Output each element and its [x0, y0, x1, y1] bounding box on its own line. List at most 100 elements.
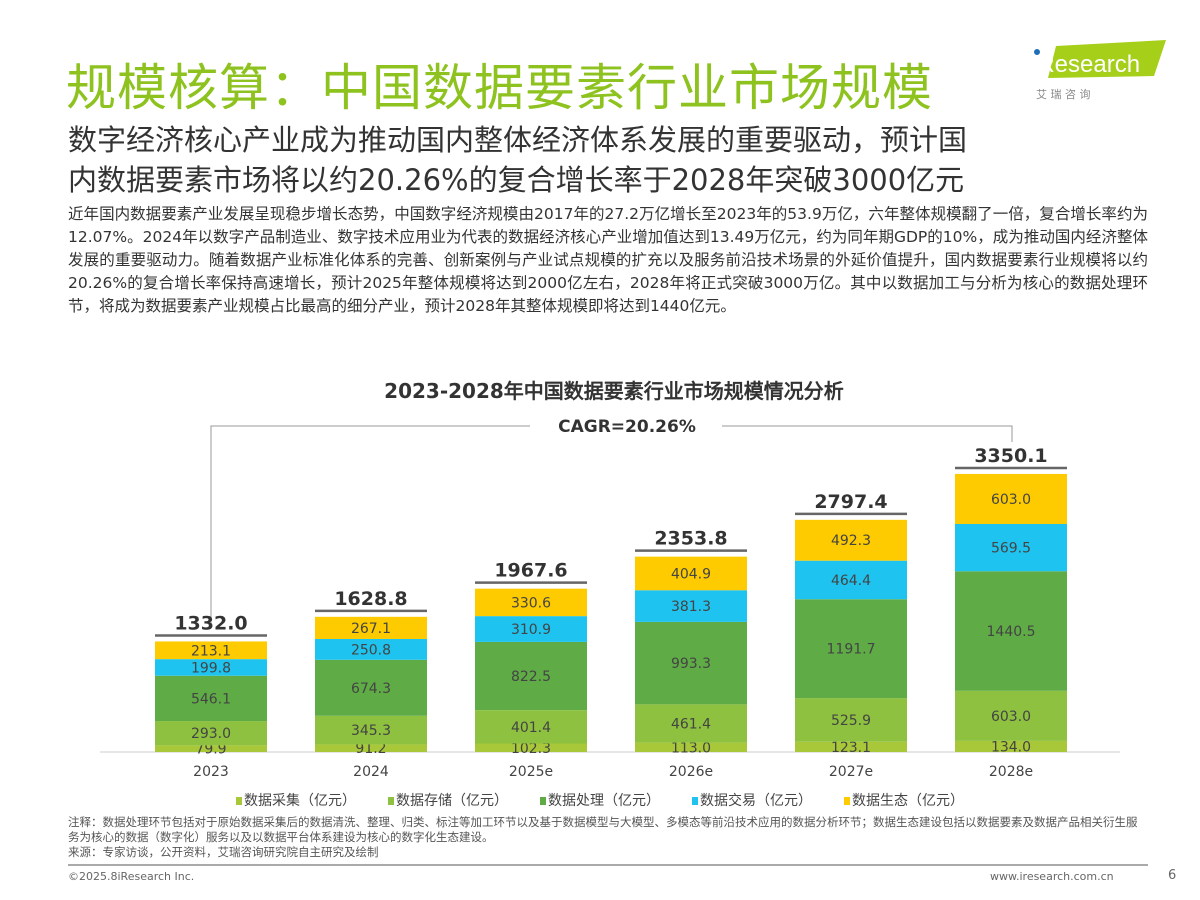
data-label: 525.9 [831, 713, 871, 729]
legend-item: 数据交易（亿元） [692, 790, 812, 810]
note-text: 注释：数据处理环节包括对于原始数据采集后的数据清洗、整理、归类、标注等加工环节以… [68, 815, 1138, 844]
bar-segment [155, 641, 267, 660]
page-title: 规模核算：中国数据要素行业市场规模 [66, 59, 933, 117]
x-tick-label: 2028e [989, 764, 1033, 780]
data-label: 310.9 [511, 622, 551, 638]
bar-segment [635, 621, 747, 705]
bar-segment [635, 590, 747, 622]
cagr-label: CAGR=20.26% [558, 417, 696, 437]
total-label: 3350.1 [974, 445, 1047, 467]
bar-segment [315, 744, 427, 752]
data-label: 492.3 [831, 533, 871, 549]
legend-label: 数据处理（亿元） [548, 793, 660, 809]
data-label: 293.0 [191, 726, 231, 742]
footnotes: 注释：数据处理环节包括对于原始数据采集后的数据清洗、整理、归类、标注等加工环节以… [68, 815, 1148, 860]
legend-swatch [540, 797, 546, 805]
legend: 数据采集（亿元） 数据存储（亿元） 数据处理（亿元） 数据交易（亿元） 数据生态（亿元） [0, 790, 1200, 810]
chart-title: 2023-2028年中国数据要素行业市场规模情况分析 [384, 379, 844, 403]
bar-segment [475, 616, 587, 642]
bar-segment [315, 659, 427, 716]
data-label: 822.5 [511, 669, 551, 685]
legend-swatch [388, 797, 394, 805]
bar-segment [475, 743, 587, 752]
legend-item: 数据存储（亿元） [388, 790, 508, 810]
data-label: 464.4 [831, 573, 871, 589]
bar-segment [955, 740, 1067, 752]
bar-segment [475, 588, 587, 617]
svg-text:艾 瑞 咨 询: 艾 瑞 咨 询 [1036, 87, 1091, 101]
bar-segment [635, 742, 747, 752]
total-label: 1628.8 [334, 588, 407, 610]
x-tick-label: 2025e [509, 764, 553, 780]
total-label: 2353.8 [654, 528, 727, 550]
total-label: 1332.0 [174, 612, 247, 634]
x-tick-label: 2026e [669, 764, 713, 780]
legend-swatch [236, 797, 242, 805]
bar-segment [955, 690, 1067, 741]
bar-segment [955, 473, 1067, 524]
legend-label: 数据生态（亿元） [852, 793, 964, 809]
bar-segment [155, 659, 267, 676]
subtitle-line: 数字经济核心产业成为推动国内整体经济体系发展的重要驱动，预计国 [68, 123, 968, 157]
bar-segment [155, 745, 267, 752]
bar-segment [795, 741, 907, 752]
x-tick-label: 2023 [193, 764, 229, 780]
data-label: 381.3 [671, 599, 711, 615]
website-link[interactable]: www.iresearch.com.cn [990, 870, 1114, 883]
legend-label: 数据存储（亿元） [396, 793, 508, 809]
bar-segment [315, 616, 427, 639]
subtitle-line: 内数据要素市场将以约20.26%的复合增长率于2028年突破3000亿元 [68, 163, 965, 197]
subtitle: 数字经济核心产业成为推动国内整体经济体系发展的重要驱动，预计国 内数据要素市场将… [68, 120, 1148, 200]
bar-segment [475, 641, 587, 711]
legend-label: 数据采集（亿元） [244, 793, 356, 809]
data-label: 404.9 [671, 566, 711, 582]
body-paragraph: 近年国内数据要素产业发展呈现稳步增长态势，中国数字经济规模由2017年的27.2… [68, 205, 1148, 315]
data-label: 603.0 [991, 492, 1031, 508]
bar-segment [155, 721, 267, 746]
legend-swatch [844, 797, 850, 805]
bar-segment [155, 675, 267, 722]
data-label: 674.3 [351, 681, 391, 697]
data-label: 330.6 [511, 595, 551, 611]
legend-item: 数据处理（亿元） [540, 790, 660, 810]
data-label: 1191.7 [827, 642, 876, 658]
total-label: 1967.6 [494, 560, 567, 582]
data-label: 113.0 [671, 740, 711, 756]
data-label: 213.1 [191, 643, 231, 659]
total-label: 2797.4 [814, 491, 887, 513]
footer-divider [68, 864, 1148, 866]
bar-segment [795, 560, 907, 600]
iresearch-logo: iResearch 艾 瑞 咨 询 [1028, 38, 1168, 108]
data-label: 401.4 [511, 720, 551, 736]
data-label: 134.0 [991, 739, 1031, 755]
data-label: 993.3 [671, 656, 711, 672]
data-label: 79.9 [195, 742, 226, 758]
data-label: 569.5 [991, 541, 1031, 557]
bar-segment [955, 571, 1067, 691]
data-label: 603.0 [991, 709, 1031, 725]
bar-segment [315, 715, 427, 745]
bar-segment [795, 519, 907, 561]
legend-item: 数据生态（亿元） [844, 790, 964, 810]
bar-segment [315, 638, 427, 660]
data-label: 102.3 [511, 741, 551, 757]
bar-segment [795, 698, 907, 742]
data-label: 123.1 [831, 740, 871, 756]
legend-item: 数据采集（亿元） [236, 790, 356, 810]
bar-segment [635, 556, 747, 591]
bar-segment [955, 523, 1067, 572]
bar-segment [475, 710, 587, 744]
page-number: 6 [1168, 868, 1177, 883]
data-label: 91.2 [355, 741, 386, 757]
data-label: 345.3 [351, 723, 391, 739]
data-label: 199.8 [191, 660, 231, 676]
data-label: 1440.5 [987, 624, 1036, 640]
stacked-bar-chart: 2023-2028年中国数据要素行业市场规模情况分析 CAGR=20.26% 7… [100, 379, 1120, 780]
svg-text:iResearch: iResearch [1032, 51, 1140, 78]
x-tick-label: 2027e [829, 764, 873, 780]
legend-label: 数据交易（亿元） [700, 793, 812, 809]
cagr-bracket [210, 425, 1013, 625]
data-label: 546.1 [191, 691, 231, 707]
copyright: ©2025.8iResearch Inc. [68, 870, 195, 883]
source-text: 来源：专家访谈，公开资料，艾瑞咨询研究院自主研究及绘制 [68, 845, 379, 859]
